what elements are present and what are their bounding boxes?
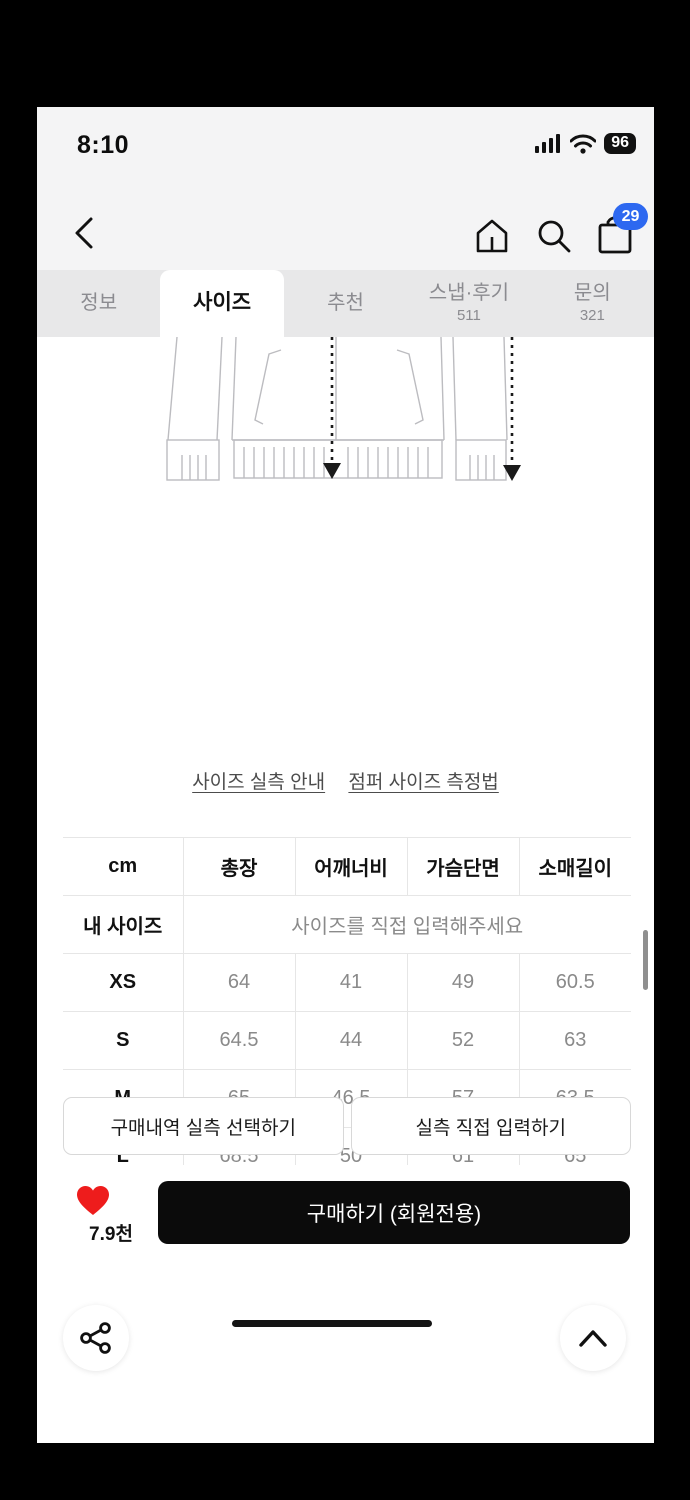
share-icon bbox=[80, 1322, 111, 1354]
col-header-length: 총장 bbox=[182, 837, 295, 896]
my-size-label: 내 사이즈 bbox=[63, 895, 183, 954]
table-row: XS 64 41 49 60.5 bbox=[63, 953, 631, 1012]
tab-size[interactable]: 사이즈 bbox=[160, 270, 284, 337]
jacket-measurement-diagram bbox=[160, 337, 540, 487]
cart-button[interactable]: 29 bbox=[594, 203, 648, 255]
share-button[interactable] bbox=[63, 1305, 129, 1371]
size-links: 사이즈 실측 안내 점퍼 사이즈 측정법 bbox=[37, 767, 654, 794]
col-header-shoulder: 어깨너비 bbox=[294, 837, 407, 896]
status-icons: 96 bbox=[535, 133, 636, 154]
chevron-up-icon bbox=[579, 1330, 607, 1347]
length-measure-arrow-icon bbox=[323, 337, 341, 479]
like-button[interactable]: 7.9천 bbox=[75, 1185, 147, 1246]
scrollbar[interactable] bbox=[643, 930, 648, 990]
home-indicator[interactable] bbox=[232, 1320, 432, 1327]
wifi-icon bbox=[570, 134, 597, 154]
select-purchase-history-button[interactable]: 구매내역 실측 선택하기 bbox=[63, 1097, 344, 1155]
nav-bar: 29 bbox=[37, 199, 654, 270]
sleeve-measure-arrow-icon bbox=[503, 337, 521, 481]
heart-icon bbox=[77, 1186, 109, 1215]
tab-bar: 정보 사이즈 추천 스냅·후기 511 문의 321 bbox=[37, 270, 654, 337]
signal-icon bbox=[535, 133, 562, 154]
table-row: S 64.5 44 52 63 bbox=[63, 1011, 631, 1070]
size-guide-link[interactable]: 사이즈 실측 안내 bbox=[192, 772, 326, 793]
size-table-header-row: cm 총장 어깨너비 가슴단면 소매길이 bbox=[63, 837, 631, 896]
tab-info[interactable]: 정보 bbox=[80, 292, 118, 314]
home-button[interactable] bbox=[470, 205, 514, 255]
unit-header: cm bbox=[63, 837, 183, 896]
buy-button[interactable]: 구매하기 (회원전용) bbox=[158, 1181, 630, 1244]
measure-method-link[interactable]: 점퍼 사이즈 측정법 bbox=[348, 772, 499, 793]
top-bar: 8:10 96 bbox=[37, 107, 654, 270]
tab-recommend[interactable]: 추천 bbox=[327, 292, 364, 314]
like-count: 7.9천 bbox=[89, 1224, 133, 1245]
status-time: 8:10 bbox=[77, 131, 130, 159]
phone-screen: 8:10 96 bbox=[37, 107, 654, 1443]
home-icon bbox=[476, 219, 508, 253]
tab-inquiry-count: 321 bbox=[579, 307, 605, 325]
my-size-input-prompt[interactable]: 사이즈를 직접 입력해주세요 bbox=[182, 895, 631, 954]
purchase-bar: 7.9천 구매하기 (회원전용) bbox=[37, 1165, 654, 1443]
tab-inquiry[interactable]: 문의 321 bbox=[573, 282, 611, 325]
my-size-row: 내 사이즈 사이즈를 직접 입력해주세요 bbox=[63, 895, 631, 954]
scroll-to-top-button[interactable] bbox=[560, 1305, 626, 1371]
tab-snap-reviews[interactable]: 스냅·후기 511 bbox=[428, 282, 510, 325]
search-button[interactable] bbox=[532, 205, 576, 255]
battery-indicator: 96 bbox=[604, 133, 636, 154]
size-tab-content: 사이즈 실측 안내 점퍼 사이즈 측정법 cm 총장 어깨너비 가슴단면 소매길… bbox=[37, 337, 654, 1395]
cart-badge: 29 bbox=[613, 203, 648, 230]
measurement-actions: 구매내역 실측 선택하기 실측 직접 입력하기 bbox=[63, 1097, 631, 1155]
search-icon bbox=[538, 220, 571, 253]
col-header-chest: 가슴단면 bbox=[406, 837, 519, 896]
col-header-sleeve: 소매길이 bbox=[518, 837, 631, 896]
back-button[interactable] bbox=[71, 211, 111, 255]
enter-measurement-button[interactable]: 실측 직접 입력하기 bbox=[350, 1097, 631, 1155]
tab-snap-reviews-count: 511 bbox=[456, 307, 481, 325]
